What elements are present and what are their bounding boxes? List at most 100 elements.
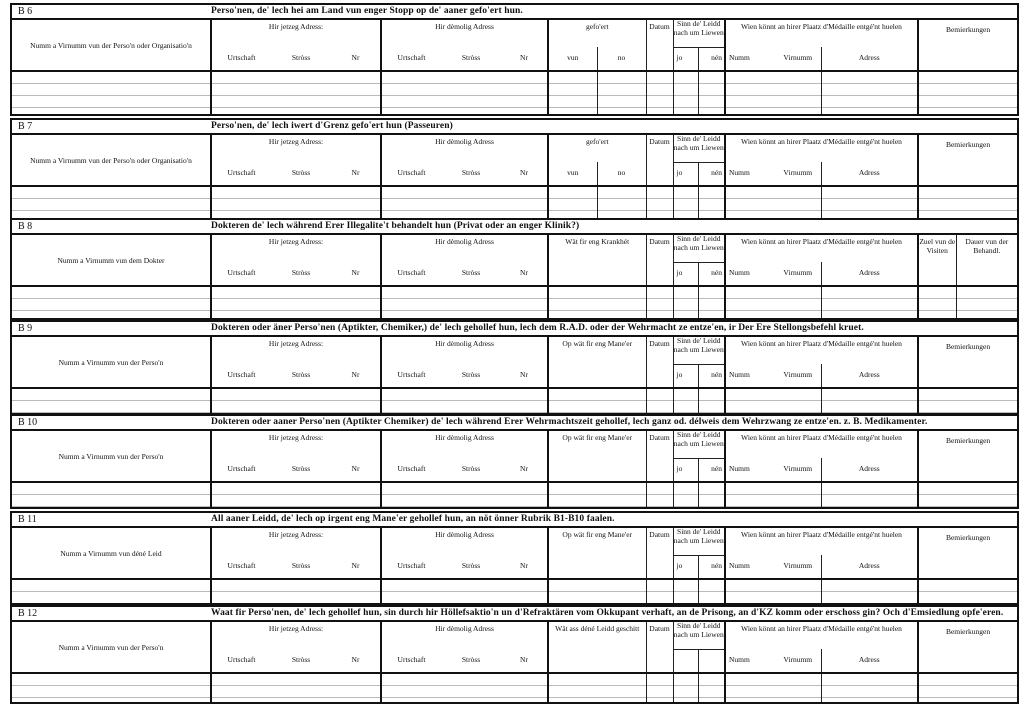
no-entry[interactable] [697,577,726,604]
firstname-header: Virnumm [775,458,822,482]
firstname-header: Virnumm [775,364,822,388]
recipient-name-entry[interactable] [724,671,822,703]
no-entry[interactable] [697,69,726,115]
to-entry[interactable] [596,184,647,219]
duration-entry[interactable] [955,284,1019,319]
third-entry[interactable] [547,386,647,414]
former-address-entry[interactable] [380,284,549,319]
third-entry[interactable] [547,577,647,604]
current-address-entry[interactable] [210,184,382,219]
no-entry[interactable] [697,671,726,703]
name-entry[interactable] [10,577,212,604]
former-address-entry[interactable] [380,577,549,604]
third-entry[interactable] [547,671,647,703]
recipient-name-entry[interactable] [724,386,822,414]
remarks-entry[interactable] [916,69,1019,115]
third-column-header: Op wät fir eng Mane'er [547,429,647,482]
street-header: Stròss [441,364,501,388]
recipient-name-entry[interactable] [724,577,822,604]
remarks-entry[interactable] [916,577,1019,604]
to-entry[interactable] [596,69,647,115]
recipient-address-entry[interactable] [820,284,919,319]
current-address-entry[interactable] [210,284,382,319]
name-column-header: Numm a Virnumm vun der Perso'n [10,429,212,482]
recipient-address-entry[interactable] [820,577,919,604]
recipient-address-entry[interactable] [820,184,919,219]
locality-header: Urtschaft [380,458,441,482]
section-code: B 7 [10,118,211,135]
date-entry[interactable] [645,386,674,414]
section-code: B 10 [10,414,211,431]
date-entry[interactable] [645,184,674,219]
name-column-header: Numm a Virnumm vun der Perso'n oder Orga… [10,18,212,71]
third-column-header: Op wät fir eng Mane'er [547,335,647,388]
remarks-entry[interactable] [916,480,1019,508]
yes-entry[interactable] [672,671,699,703]
third-entry[interactable] [547,480,647,508]
remarks-entry[interactable] [916,671,1019,703]
yes-header: jo [672,457,699,482]
third-column-header: Wät ass déné Leidd geschitt [547,620,647,673]
name-entry[interactable] [10,386,212,414]
name-entry[interactable] [10,184,212,219]
number-header: Nr [501,162,549,186]
section-b9: B 9 Dokteren oder äner Perso'nen (Aptikte… [10,320,1020,415]
current-address-entry[interactable] [210,386,382,414]
remarks-entry[interactable] [916,184,1019,219]
alive-header: Sinn de' Leidd nach um Liewen [672,233,726,263]
former-address-entry[interactable] [380,386,549,414]
former-address-entry[interactable] [380,480,549,508]
current-address-entry[interactable] [210,671,382,703]
recipient-address-entry[interactable] [820,69,919,115]
name-entry[interactable] [10,480,212,508]
visits-entry[interactable] [917,284,957,319]
name-entry[interactable] [10,284,212,319]
date-header: Datum [645,526,674,579]
address-header: Adress [820,47,919,71]
remarks-header: Bemierkungen [916,133,1019,186]
recipient-name-entry[interactable] [724,284,822,319]
date-entry[interactable] [645,284,674,319]
street-header: Stròss [441,262,501,286]
from-entry[interactable] [547,184,598,219]
no-entry[interactable] [697,480,726,508]
name-column-header: Numm a Virnumm vun déné Leid [10,526,212,579]
yes-entry[interactable] [672,184,699,219]
former-address-entry[interactable] [380,671,549,703]
recipient-name-entry[interactable] [724,184,822,219]
current-address-entry[interactable] [210,480,382,508]
former-address-entry[interactable] [380,69,549,115]
number-header: Nr [331,555,382,579]
former-address-entry[interactable] [380,184,549,219]
alive-header: Sinn de' Leidd nach um Liewen [672,133,726,163]
yes-entry[interactable] [672,480,699,508]
current-address-entry[interactable] [210,577,382,604]
name-entry[interactable] [10,69,212,115]
date-entry[interactable] [645,577,674,604]
date-entry[interactable] [645,69,674,115]
yes-entry[interactable] [672,69,699,115]
yes-entry[interactable] [672,284,699,319]
current-address-entry[interactable] [210,69,382,115]
date-entry[interactable] [645,480,674,508]
locality-header: Urtschaft [380,262,441,286]
remarks-header: Bemierkungen [916,620,1019,673]
name-entry[interactable] [10,671,212,703]
recipient-address-entry[interactable] [820,671,919,703]
yes-entry[interactable] [672,577,699,604]
street-header: Stròss [441,47,501,71]
no-entry[interactable] [697,386,726,414]
section-code: B 11 [10,511,211,528]
yes-entry[interactable] [672,386,699,414]
recipient-name-entry[interactable] [724,480,822,508]
remarks-entry[interactable] [916,386,1019,414]
no-entry[interactable] [697,184,726,219]
medal-recipient-header: Wien könnt an hirer Plaatz d'Médaille en… [724,526,919,555]
third-entry[interactable] [547,284,647,319]
date-entry[interactable] [645,671,674,703]
recipient-name-entry[interactable] [724,69,822,115]
recipient-address-entry[interactable] [820,386,919,414]
from-entry[interactable] [547,69,598,115]
recipient-address-entry[interactable] [820,480,919,508]
no-entry[interactable] [697,284,726,319]
